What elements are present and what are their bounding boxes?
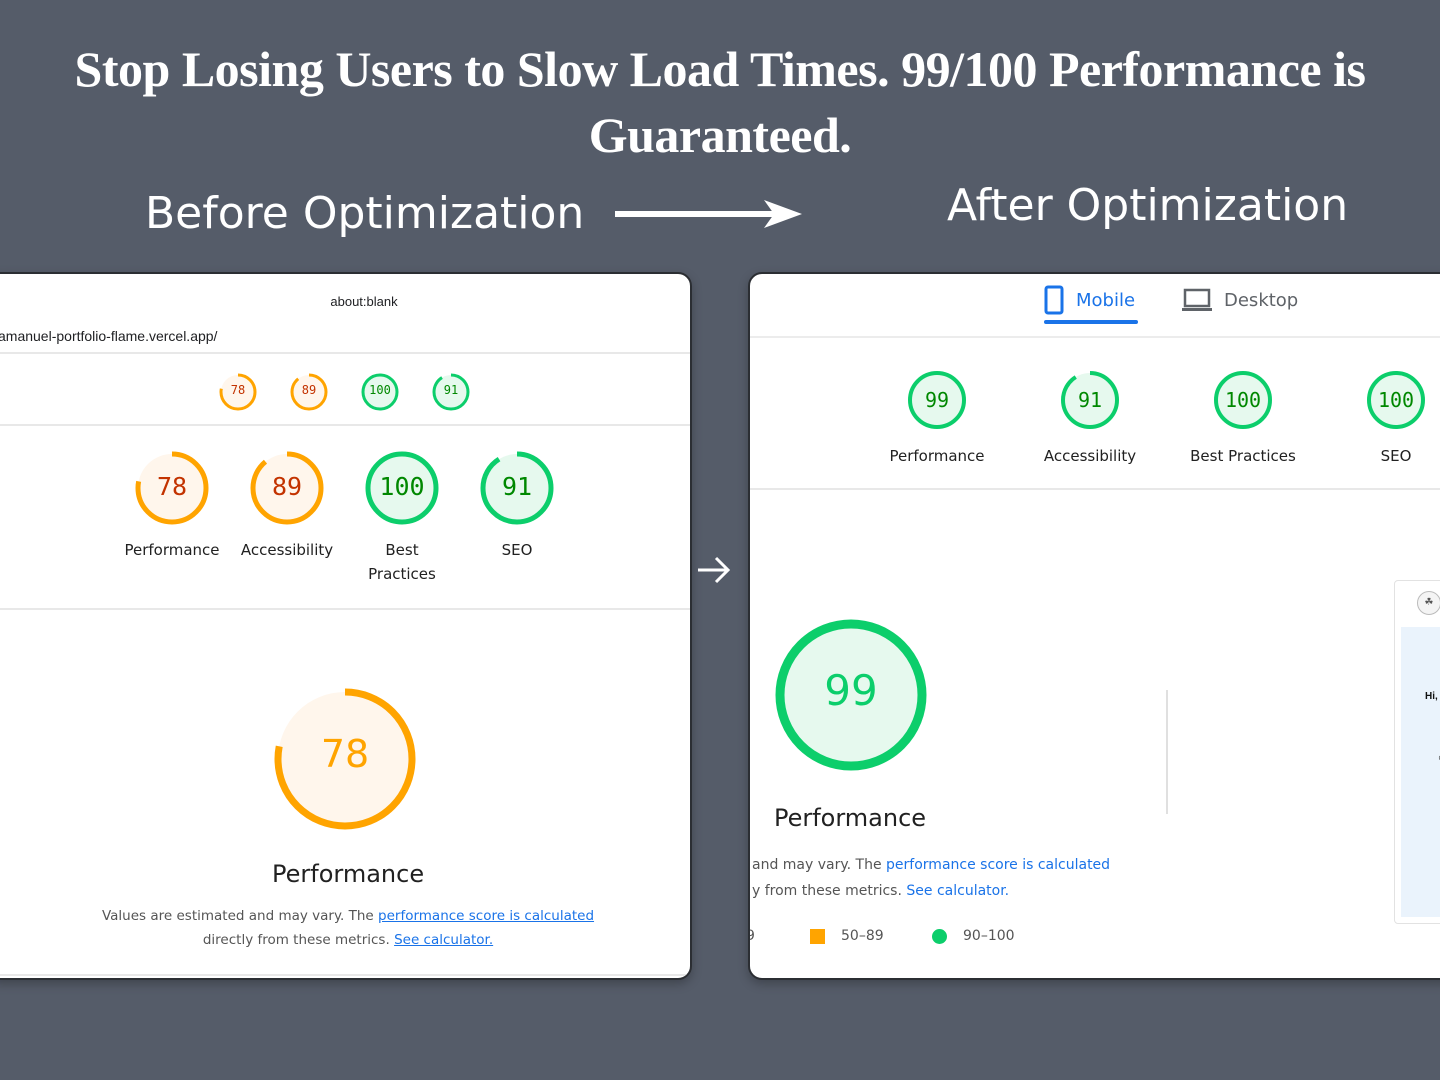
before-lighthouse-report: about:blank amanuel-portfolio-flame.verc… bbox=[0, 272, 692, 980]
orange-square-icon bbox=[810, 928, 825, 944]
performance-title: Performance bbox=[773, 804, 927, 832]
tab-mobile[interactable]: Mobile bbox=[1044, 280, 1135, 320]
divider bbox=[0, 424, 690, 426]
right-arrow-icon bbox=[698, 556, 731, 584]
score-calculation-link[interactable]: performance score is calculated bbox=[886, 857, 1111, 873]
device-tabs: Mobile Desktop bbox=[750, 274, 1440, 338]
before-label: Before Optimization bbox=[145, 188, 585, 239]
divider bbox=[0, 608, 690, 610]
smartphone-icon bbox=[1044, 285, 1064, 315]
right-arrow-icon bbox=[615, 200, 802, 228]
accessibility-gauge[interactable]: 91 Accessibility bbox=[1044, 370, 1136, 465]
best-practices-gauge[interactable]: 100 Best Practices bbox=[1190, 370, 1296, 465]
divider bbox=[0, 974, 690, 976]
accessibility-gauge[interactable]: 89 Accessibility bbox=[241, 450, 333, 559]
best-practices-gauge[interactable]: 100 Best Practices bbox=[364, 450, 440, 583]
tab-desktop[interactable]: Desktop bbox=[1182, 280, 1298, 320]
mini-gauge[interactable]: 91 bbox=[431, 372, 471, 412]
after-lighthouse-report: Mobile Desktop 99 Performance 91 Accessi… bbox=[748, 272, 1440, 980]
performance-large-gauge: 78 bbox=[272, 686, 418, 832]
avatar-icon: ☘ bbox=[1417, 591, 1440, 615]
page-headline: Stop Losing Users to Slow Load Times. 99… bbox=[74, 41, 1366, 163]
seo-gauge[interactable]: 91 SEO bbox=[479, 450, 555, 559]
performance-large-gauge: 99 bbox=[774, 618, 928, 772]
see-calculator-link[interactable]: See calculator. bbox=[906, 883, 1010, 899]
page-url: amanuel-portfolio-flame.vercel.app/ bbox=[0, 328, 218, 344]
mini-gauge[interactable]: 78 bbox=[218, 372, 258, 412]
performance-description: Values are estimated and may vary. The p… bbox=[101, 908, 595, 948]
green-circle-icon bbox=[932, 928, 947, 944]
divider bbox=[750, 488, 1440, 490]
mini-gauge[interactable]: 100 bbox=[360, 372, 400, 412]
window-title: about:blank bbox=[330, 294, 398, 309]
laptop-icon bbox=[1182, 288, 1212, 311]
divider bbox=[0, 352, 690, 354]
vertical-divider bbox=[1166, 690, 1168, 814]
score-calculation-link[interactable]: performance score is calculated bbox=[378, 908, 595, 924]
mini-gauge[interactable]: 89 bbox=[289, 372, 329, 412]
performance-title: Performance bbox=[272, 860, 425, 888]
mini-score-row: 78 89 100 91 bbox=[2, 372, 690, 416]
see-calculator-link[interactable]: See calculator. bbox=[394, 932, 494, 948]
after-label: After Optimization bbox=[947, 180, 1349, 231]
legend-item-fail: 9 bbox=[750, 928, 755, 944]
page-screenshot-thumbnail[interactable]: ☘ Hi, I build using H Currently real c F… bbox=[1394, 580, 1440, 924]
hero-section bbox=[1401, 627, 1440, 917]
legend-item-average: 50–89 bbox=[810, 928, 884, 944]
legend-item-pass: 90–100 bbox=[932, 928, 1015, 944]
performance-description: and may vary. The performance score is c… bbox=[752, 857, 1111, 899]
active-tab-indicator bbox=[1044, 320, 1138, 324]
seo-gauge[interactable]: 100 SEO bbox=[1366, 370, 1426, 465]
performance-gauge[interactable]: 99 Performance bbox=[889, 370, 985, 465]
performance-gauge[interactable]: 78 Performance bbox=[124, 450, 220, 559]
